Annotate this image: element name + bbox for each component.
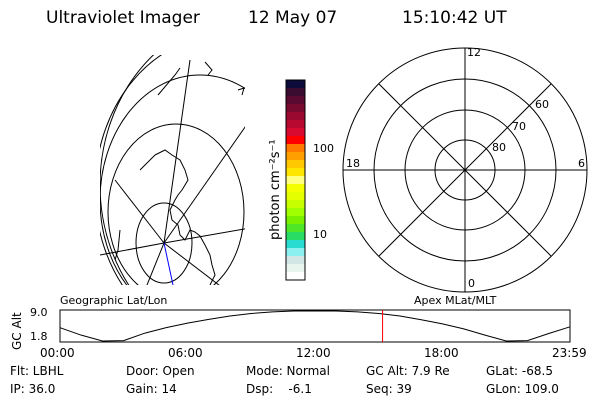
coastline: [139, 154, 156, 171]
x-tick-4: 23:59: [552, 346, 587, 360]
colorbar-swatch: [286, 240, 305, 249]
colorbar-swatch: [286, 112, 305, 121]
colorbar-swatch: [286, 200, 305, 209]
satellite-track: [163, 242, 174, 285]
geographic-map: [100, 55, 245, 285]
lat-label-80: 80: [492, 141, 506, 154]
colorbar-swatch: [286, 168, 305, 177]
y-tick-min: 1.8: [30, 330, 48, 343]
date-label: 12 May 07: [248, 8, 338, 28]
colorbar-swatch: [286, 256, 305, 265]
instrument-title: Ultraviolet Imager: [46, 8, 200, 28]
y-axis-label: GC Alt: [10, 312, 24, 350]
gc-alt-line: [59, 310, 571, 342]
mlt-label-6: 6: [578, 157, 585, 170]
coastline: [114, 229, 121, 261]
lat-label-70: 70: [512, 120, 526, 133]
colorbar-tick-10: 10: [313, 228, 327, 241]
y-tick-max: 9.0: [30, 306, 48, 319]
time-label: 15:10:42 UT: [402, 8, 507, 28]
status-glon: GLon: 109.0: [486, 382, 559, 396]
colorbar-swatch: [286, 104, 305, 113]
colorbar-swatch: [286, 120, 305, 129]
coastline: [157, 67, 181, 96]
x-tick-3: 18:00: [424, 346, 459, 360]
status-glat: GLat: -68.5: [486, 364, 553, 378]
x-tick-1: 06:00: [168, 346, 203, 360]
colorbar-swatch: [286, 208, 305, 217]
colorbar-swatch: [286, 248, 305, 257]
coastline: [237, 87, 245, 96]
geographic-label: Geographic Lat/Lon: [60, 294, 168, 307]
coastline: [204, 61, 213, 76]
mlt-label-18: 18: [346, 157, 360, 170]
status-gc-alt: GC Alt: 7.9 Re: [366, 364, 450, 378]
x-tick-2: 12:00: [296, 346, 331, 360]
lat-label-60: 60: [535, 98, 549, 111]
gc-alt-plot: [59, 309, 571, 343]
colorbar-swatch: [286, 160, 305, 169]
colorbar-swatch: [286, 176, 305, 185]
coastline: [154, 149, 216, 285]
status-seq: Seq: 39: [366, 382, 412, 396]
colorbar-swatch: [286, 224, 305, 233]
colorbar-swatch: [286, 80, 305, 89]
colorbar-swatch: [286, 232, 305, 241]
mlt-label-12: 12: [467, 46, 481, 59]
colorbar-swatch: [286, 144, 305, 153]
status-gain: Gain: 14: [126, 382, 177, 396]
colorbar-swatch: [286, 272, 305, 281]
status-dsp: Dsp: -6.1: [246, 382, 312, 396]
colorbar-swatch: [286, 152, 305, 161]
apex-label: Apex MLat/MLT: [414, 294, 497, 307]
colorbar-swatch: [286, 136, 305, 145]
colorbar-swatch: [286, 192, 305, 201]
status-mode: Mode: Normal: [246, 364, 330, 378]
colorbar-swatch: [286, 128, 305, 137]
polar-mlt-plot: [342, 47, 588, 293]
status-filter: Flt: LBHL: [10, 364, 64, 378]
colorbar-swatch: [286, 88, 305, 97]
x-tick-0: 00:00: [40, 346, 75, 360]
colorbar-tick-100: 100: [313, 142, 334, 155]
colorbar-swatch: [286, 96, 305, 105]
colorbar: [285, 79, 306, 281]
colorbar-swatch: [286, 184, 305, 193]
colorbar-label: photon cm⁻²s⁻¹: [268, 139, 283, 240]
colorbar-frame: [285, 79, 306, 281]
colorbar-swatch: [286, 264, 305, 273]
status-door: Door: Open: [126, 364, 195, 378]
colorbar-swatch: [286, 216, 305, 225]
status-ip: IP: 36.0: [10, 382, 56, 396]
mlt-label-0: 0: [468, 277, 475, 290]
